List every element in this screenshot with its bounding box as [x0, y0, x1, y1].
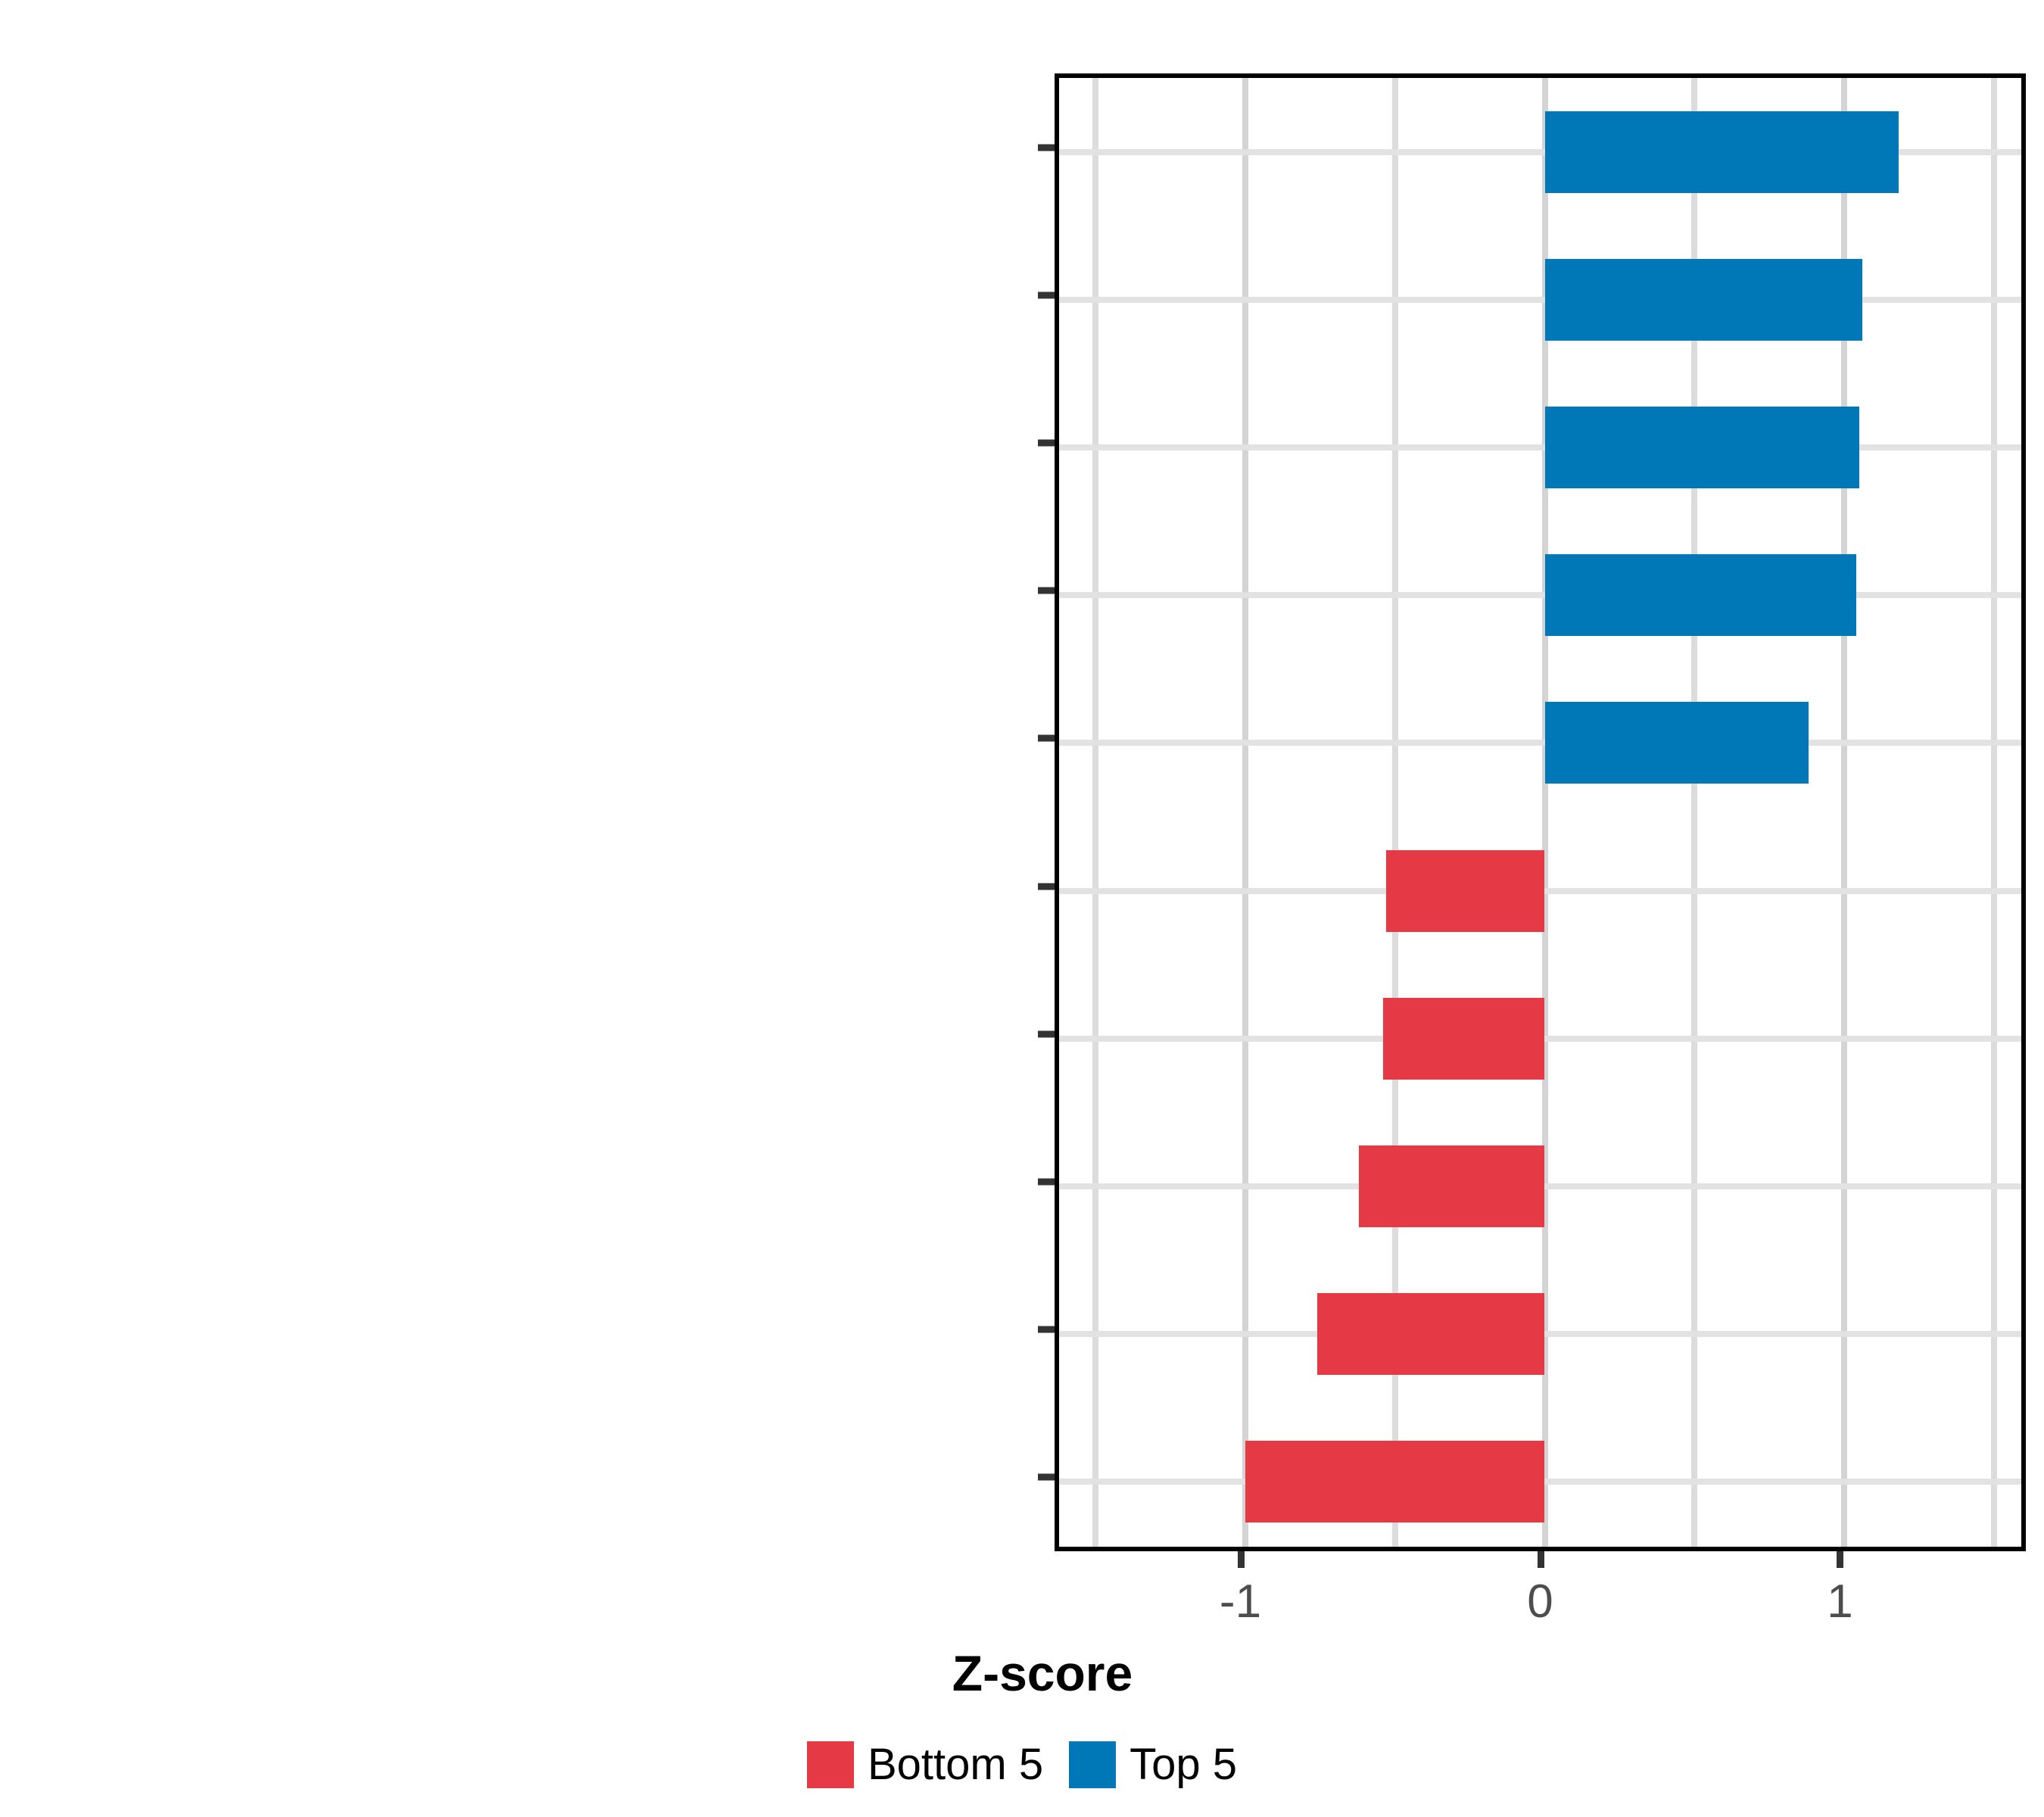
bar — [1544, 702, 1809, 784]
gridline-major-horizontal — [1059, 444, 2021, 450]
bar — [1544, 111, 1899, 193]
bar — [1544, 554, 1857, 637]
gridline-major-horizontal — [1059, 148, 2021, 155]
gridline-major-horizontal — [1059, 740, 2021, 746]
y-axis-tick — [1038, 291, 1055, 299]
gridline-major-vertical — [1541, 78, 1548, 1547]
chart-legend: Bottom 5 Top 5 — [0, 1741, 2044, 1788]
gridline-minor-vertical — [1092, 78, 1098, 1547]
x-axis-tick-label: 0 — [1527, 1575, 1553, 1628]
y-axis-tick — [1038, 734, 1055, 742]
gridline-minor-vertical — [1691, 78, 1698, 1547]
y-axis-tick — [1038, 1473, 1055, 1481]
x-axis-tick — [1837, 1551, 1844, 1568]
plot-panel — [1055, 73, 2026, 1551]
x-axis-title: Z-score — [0, 1644, 2044, 1702]
x-axis-tick-label: -1 — [1219, 1575, 1262, 1628]
gridline-minor-vertical — [1991, 78, 1998, 1547]
y-axis-tick — [1038, 1030, 1055, 1038]
gridline-major-horizontal — [1059, 592, 2021, 599]
x-axis-title-text: Z-score — [952, 1645, 1133, 1701]
y-axis-tick — [1038, 144, 1055, 151]
bar — [1385, 849, 1545, 932]
gridline-major-vertical — [1841, 78, 1848, 1547]
legend-swatch-icon — [806, 1741, 854, 1788]
gridline-major-vertical — [1242, 78, 1248, 1547]
x-axis-tick — [1537, 1551, 1544, 1568]
bar — [1382, 997, 1545, 1080]
legend-item[interactable]: Bottom 5 — [806, 1740, 1044, 1789]
legend-label: Bottom 5 — [867, 1740, 1044, 1789]
bar — [1245, 1441, 1545, 1523]
legend-item[interactable]: Top 5 — [1069, 1741, 1237, 1788]
y-axis-tick — [1038, 883, 1055, 890]
y-axis-tick — [1038, 439, 1055, 447]
bar — [1544, 407, 1860, 488]
legend-label: Top 5 — [1129, 1740, 1237, 1789]
x-axis-tick — [1237, 1551, 1245, 1568]
legend-swatch-icon — [1069, 1741, 1117, 1788]
y-axis-tick — [1038, 587, 1055, 594]
gridline-major-horizontal — [1059, 296, 2021, 303]
bar — [1544, 258, 1863, 341]
gridline-minor-vertical — [1391, 78, 1398, 1547]
y-axis-tick — [1038, 1326, 1055, 1333]
x-axis-tick-label: 1 — [1827, 1575, 1853, 1628]
bar — [1316, 1293, 1545, 1376]
bar — [1358, 1145, 1545, 1227]
y-axis-tick — [1038, 1178, 1055, 1186]
